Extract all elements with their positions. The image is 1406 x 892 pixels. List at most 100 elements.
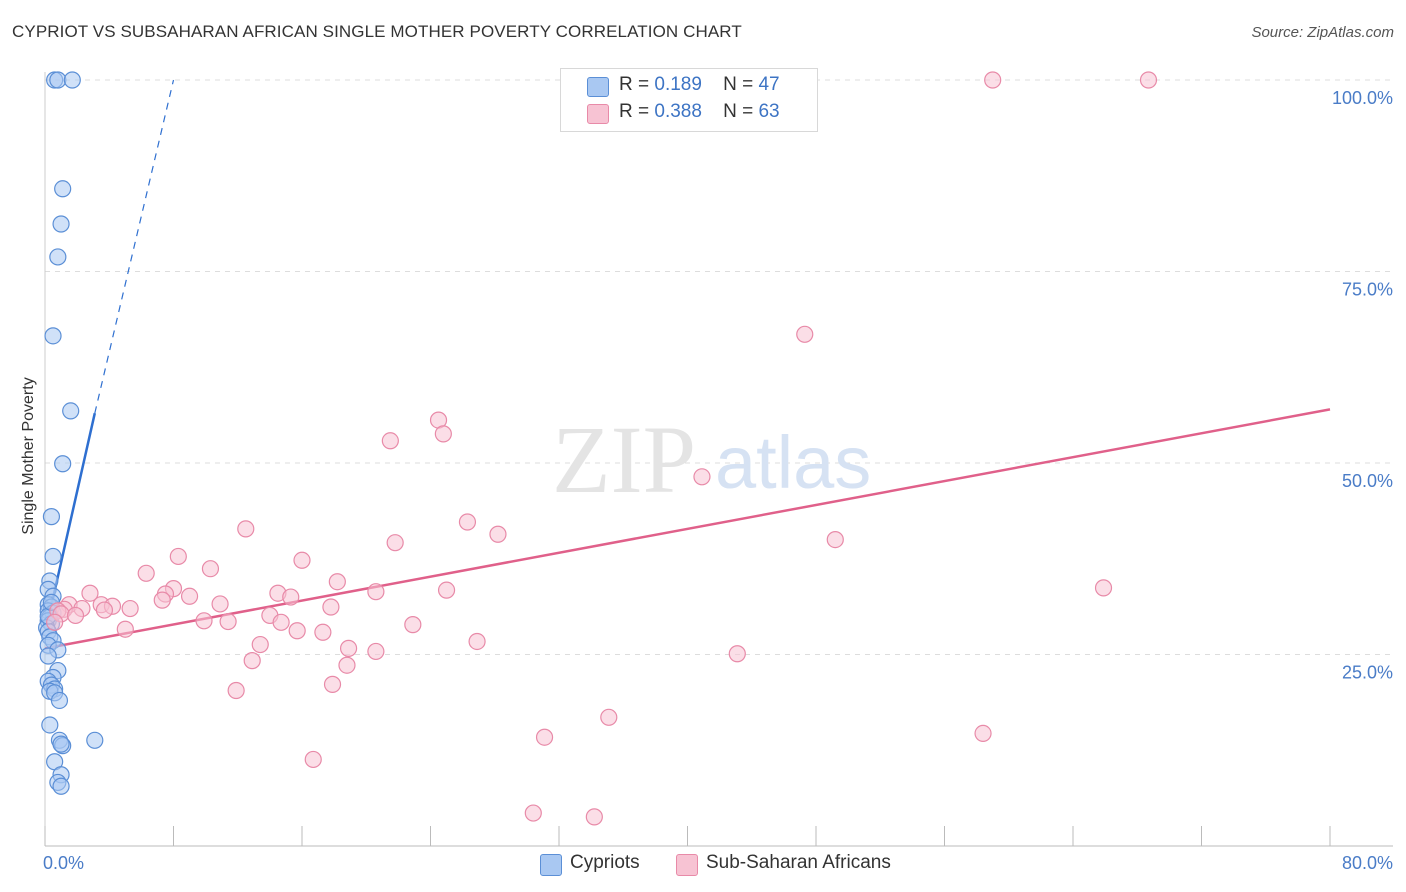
- point-cypriot: [54, 180, 72, 198]
- point-cypriot: [63, 71, 81, 89]
- point-subsaharan: [314, 623, 332, 641]
- point-cypriot: [49, 71, 67, 89]
- point-cypriot: [44, 327, 62, 345]
- point-subsaharan: [339, 639, 358, 657]
- point-subsaharan: [211, 595, 229, 613]
- legend-label-cypriots: Cypriots: [570, 852, 640, 873]
- y-tick-label: 75.0%: [1342, 280, 1393, 300]
- legend-r-value: 0.388: [654, 101, 702, 122]
- legend-r-label: R =: [619, 101, 650, 122]
- point-subsaharan: [434, 425, 452, 443]
- point-cypriot: [50, 691, 69, 710]
- point-subsaharan: [180, 587, 199, 605]
- point-subsaharan: [282, 588, 300, 606]
- trend-line-subsaharan: [44, 408, 1331, 650]
- point-subsaharan: [585, 808, 603, 826]
- point-subsaharan: [272, 613, 290, 631]
- trend-lines: [44, 79, 1331, 650]
- point-subsaharan: [468, 632, 486, 651]
- point-subsaharan: [81, 584, 99, 602]
- watermark-zip: ZIP: [552, 406, 696, 513]
- point-cypriot: [49, 248, 67, 266]
- point-subsaharan: [116, 620, 134, 638]
- gridlines: [45, 79, 1393, 655]
- point-subsaharan: [227, 681, 245, 700]
- point-subsaharan: [974, 724, 992, 742]
- point-subsaharan: [437, 581, 456, 599]
- tick-labels: 100.0% 75.0% 50.0% 25.0% 0.0% 80.0%: [43, 88, 1393, 873]
- y-tick-label: 100.0%: [1332, 88, 1393, 108]
- legend-n-value: 47: [758, 74, 780, 95]
- point-subsaharan: [796, 325, 814, 343]
- point-subsaharan: [304, 750, 322, 769]
- point-subsaharan: [237, 520, 255, 538]
- point-cypriot: [52, 777, 70, 795]
- legend-n-label: N =: [723, 74, 754, 95]
- point-subsaharan: [338, 656, 356, 674]
- point-subsaharan: [46, 613, 64, 631]
- stats-legend: R = 0.189 N = 47 R = 0.388 N = 63: [560, 68, 818, 132]
- point-subsaharan: [288, 622, 306, 640]
- y-tick-label: 50.0%: [1342, 471, 1393, 491]
- point-subsaharan: [728, 645, 746, 663]
- point-subsaharan: [95, 601, 114, 619]
- data-points: [38, 71, 1158, 826]
- point-subsaharan: [386, 534, 404, 552]
- legend-r-value: 0.189: [654, 74, 702, 95]
- axes: [44, 72, 1393, 847]
- point-subsaharan: [251, 635, 269, 654]
- legend-swatch-pink: [676, 854, 698, 876]
- point-subsaharan: [458, 513, 477, 531]
- point-subsaharan: [535, 728, 554, 746]
- point-cypriot: [42, 508, 61, 526]
- point-subsaharan: [984, 71, 1002, 89]
- point-subsaharan: [153, 591, 171, 609]
- point-subsaharan: [328, 573, 346, 591]
- y-axis-label: Single Mother Poverty: [20, 377, 37, 534]
- point-subsaharan: [489, 525, 507, 543]
- point-subsaharan: [195, 612, 213, 630]
- point-subsaharan: [121, 599, 139, 618]
- source-label: Source: ZipAtlas.com: [1251, 24, 1394, 41]
- legend-swatch-pink: [587, 104, 609, 124]
- legend-swatch-blue: [540, 854, 562, 876]
- legend-label-subsaharan: Sub-Saharan Africans: [706, 852, 891, 873]
- point-cypriot: [52, 735, 70, 753]
- point-subsaharan: [600, 708, 618, 726]
- point-subsaharan: [524, 804, 542, 822]
- point-cypriot: [52, 215, 70, 233]
- legend-n-label: N =: [723, 101, 754, 122]
- point-subsaharan: [693, 468, 711, 486]
- point-subsaharan: [404, 616, 422, 634]
- point-cypriot: [39, 647, 57, 665]
- point-cypriot: [44, 547, 62, 566]
- y-tick-label: 25.0%: [1342, 663, 1393, 683]
- point-subsaharan: [1139, 71, 1158, 89]
- point-subsaharan: [137, 564, 155, 582]
- point-subsaharan: [169, 547, 187, 566]
- point-subsaharan: [201, 560, 220, 578]
- x-tick-label: 0.0%: [43, 853, 84, 873]
- point-cypriot: [54, 455, 72, 473]
- legend-swatch-blue: [587, 77, 609, 97]
- point-cypriot: [41, 716, 59, 734]
- trend-line-cypriots-extension: [94, 79, 175, 414]
- point-subsaharan: [243, 652, 261, 670]
- point-subsaharan: [826, 530, 844, 549]
- point-subsaharan: [1094, 579, 1113, 597]
- x-tick-label: 80.0%: [1342, 853, 1393, 873]
- point-subsaharan: [322, 598, 340, 616]
- point-subsaharan: [293, 551, 311, 569]
- point-subsaharan: [323, 675, 342, 693]
- point-subsaharan: [367, 583, 385, 601]
- legend-n-value: 63: [758, 101, 780, 122]
- point-subsaharan: [66, 606, 85, 625]
- point-subsaharan: [219, 612, 237, 631]
- watermark-atlas: atlas: [715, 421, 871, 504]
- point-subsaharan: [367, 642, 385, 661]
- legend-r-label: R =: [619, 74, 650, 95]
- chart-title: CYPRIOT VS SUBSAHARAN AFRICAN SINGLE MOT…: [12, 22, 742, 41]
- point-cypriot: [62, 402, 80, 420]
- series-legend: Cypriots Sub-Saharan Africans: [0, 851, 1406, 881]
- point-subsaharan: [381, 432, 399, 450]
